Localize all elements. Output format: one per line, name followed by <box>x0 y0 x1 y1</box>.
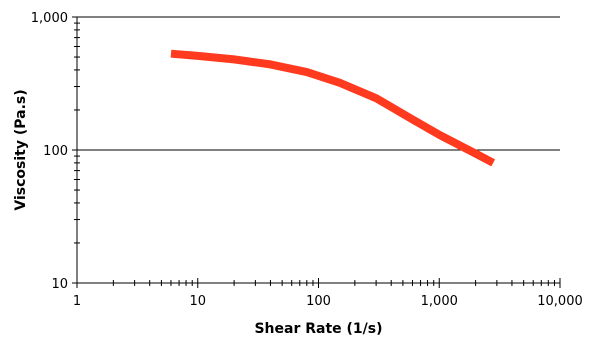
x-tick-label: 10 <box>189 294 206 309</box>
series-line <box>170 49 496 167</box>
x-tick-label: 10,000 <box>537 294 583 309</box>
gridlines <box>77 16 560 151</box>
series-layer <box>170 49 496 167</box>
y-tick-label: 10 <box>51 277 68 292</box>
x-tick-labels: 1 10 100 1,000 10,000 <box>73 294 583 309</box>
x-tick-label: 1 <box>73 294 81 309</box>
y-tick-labels: 10 100 1,000 <box>31 11 68 292</box>
x-tick-label: 1,000 <box>421 294 458 309</box>
y-tick-label: 100 <box>43 144 68 159</box>
y-axis-title: Viscosity (Pa.s) <box>13 89 29 210</box>
x-tick-label: 100 <box>306 294 331 309</box>
x-axis-title: Shear Rate (1/s) <box>254 321 382 337</box>
major-ticks <box>72 16 561 288</box>
y-tick-label: 1,000 <box>31 11 68 26</box>
